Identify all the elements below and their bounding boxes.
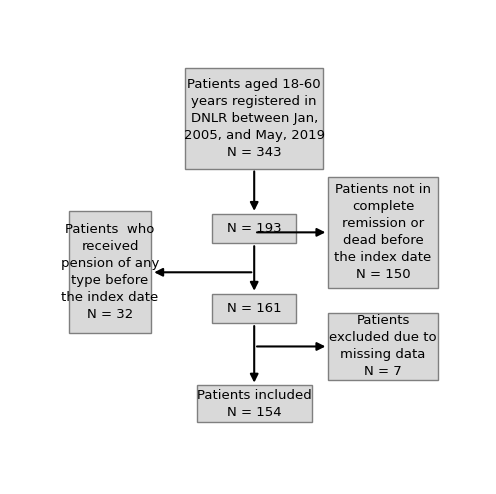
Text: Patients  who
received
pension of any
type before
the index date
N = 32: Patients who received pension of any typ…	[61, 223, 159, 321]
Text: N = 193: N = 193	[227, 222, 282, 235]
FancyBboxPatch shape	[328, 177, 438, 288]
Text: N = 161: N = 161	[227, 302, 282, 315]
FancyBboxPatch shape	[212, 214, 297, 244]
Text: Patients included
N = 154: Patients included N = 154	[197, 388, 311, 418]
FancyBboxPatch shape	[185, 68, 323, 168]
FancyBboxPatch shape	[69, 211, 151, 333]
Text: Patients not in
complete
remission or
dead before
the index date
N = 150: Patients not in complete remission or de…	[334, 183, 432, 282]
FancyBboxPatch shape	[212, 293, 297, 323]
Text: Patients
excluded due to
missing data
N = 7: Patients excluded due to missing data N …	[329, 315, 437, 378]
FancyBboxPatch shape	[196, 385, 312, 421]
FancyBboxPatch shape	[328, 313, 438, 380]
Text: Patients aged 18-60
years registered in
DNLR between Jan,
2005, and May, 2019
N : Patients aged 18-60 years registered in …	[184, 78, 325, 159]
